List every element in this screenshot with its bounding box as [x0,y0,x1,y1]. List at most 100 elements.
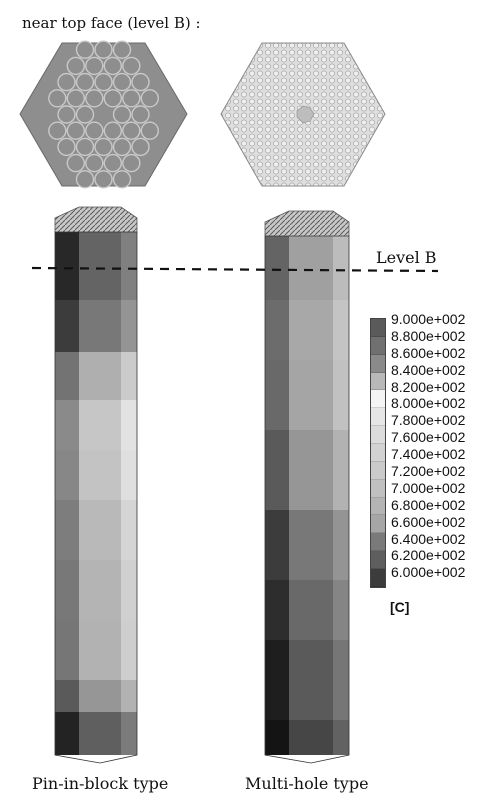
legend-swatch [371,444,385,462]
temperature-band [55,560,79,620]
temperature-band [55,300,79,352]
legend-color-bar [370,318,386,588]
fuel-pin-hole [103,56,123,76]
temperature-band [79,352,121,400]
temperature-band [121,712,137,755]
legend-swatch [371,551,385,570]
temperature-band [121,352,137,400]
legend-value-label: 8.200e+002 [391,378,466,395]
fuel-pin-hole [112,137,132,157]
fuel-pin-hole [48,89,67,108]
fuel-pin-hole [131,105,150,124]
fuel-pin-hole [85,56,104,76]
temperature-band [79,450,121,500]
temperature-band [79,712,121,755]
temperature-band [121,450,137,500]
legend-swatch [371,461,385,480]
legend-swatch [371,497,385,516]
fuel-pin-hole [122,121,141,140]
temperature-band [121,400,137,450]
temperature-band [265,720,289,755]
fuel-pin-hole [75,170,95,189]
temperature-band [79,620,121,680]
temperature-band [289,720,333,755]
fuel-pin-hole [140,121,160,140]
temperature-band [79,300,121,352]
legend-swatch [371,479,385,498]
fuel-pin-hole [66,121,86,140]
fuel-pin-hole [85,89,104,108]
fuel-pin-hole [103,153,123,173]
legend-value-label: 7.800e+002 [391,412,466,429]
temperature-band [289,510,333,580]
legend-swatch [371,533,385,552]
legend-value-label: 6.000e+002 [391,564,466,581]
temperature-band [333,640,349,720]
fuel-pin-hole [66,153,86,173]
temperature-band [79,400,121,450]
temperature-band [121,300,137,352]
legend-value-label: 7.000e+002 [391,479,466,496]
temperature-band [265,510,289,580]
fuel-pin-hole [140,89,160,108]
temperature-band [55,232,79,300]
fuel-pin-hole [75,72,95,92]
pin-in-block-caption: Pin-in-block type [32,774,169,793]
legend-value-label: 8.800e+002 [391,327,466,344]
temperature-band [289,236,333,300]
temperature-band [333,360,349,430]
temperature-band [55,712,79,755]
fuel-pin-hole [131,137,150,157]
fuel-pin-hole [112,105,132,124]
temperature-band [289,300,333,360]
multi-hole-cross-section [220,42,386,187]
multi-hole-column [264,210,350,764]
temperature-band [265,236,289,300]
temperature-band [79,500,121,560]
fuel-pin-hole [112,72,132,92]
fuel-pin-hole [122,56,141,76]
fuel-pin-hole [112,170,132,189]
temperature-band [265,360,289,430]
temperature-band [265,300,289,360]
legend-value-label: 6.800e+002 [391,496,466,513]
temperature-band [55,450,79,500]
temperature-band [79,680,121,712]
fuel-pin-hole [57,137,76,157]
temperature-band [55,620,79,680]
temperature-band [121,232,137,300]
temperature-band [79,232,121,300]
fuel-pin-hole [94,72,113,92]
legend-swatch [371,319,385,337]
fuel-pin-hole [48,121,67,140]
fuel-pin-hole [103,121,123,140]
legend-value-label: 9.000e+002 [391,311,466,327]
fuel-pin-hole [85,121,104,140]
temperature-band [265,430,289,510]
temperature-band [265,580,289,640]
temperature-legend: 9.000e+002 8.800e+002 8.600e+002 8.400e+002… [370,311,494,638]
fuel-pin-hole [131,72,150,92]
temperature-band [333,510,349,580]
temperature-band [55,680,79,712]
legend-swatch [371,426,385,445]
legend-value-label: 6.600e+002 [391,513,466,530]
legend-value-label: 7.400e+002 [391,446,466,463]
temperature-band [289,580,333,640]
temperature-band [265,640,289,720]
legend-value-label: 7.200e+002 [391,463,466,480]
cross-section-heading: near top face (level B) : [22,14,201,32]
temperature-band [55,400,79,450]
legend-swatch [371,354,385,373]
legend-value-label: 8.600e+002 [391,344,466,361]
legend-swatch [371,515,385,534]
temperature-band [289,360,333,430]
temperature-band [121,500,137,560]
fuel-pin-hole [94,40,113,59]
temperature-band [289,640,333,720]
legend-value-label: 8.000e+002 [391,395,466,412]
legend-swatch [371,372,385,391]
pin-in-block-column [54,206,138,764]
temperature-band [333,430,349,510]
